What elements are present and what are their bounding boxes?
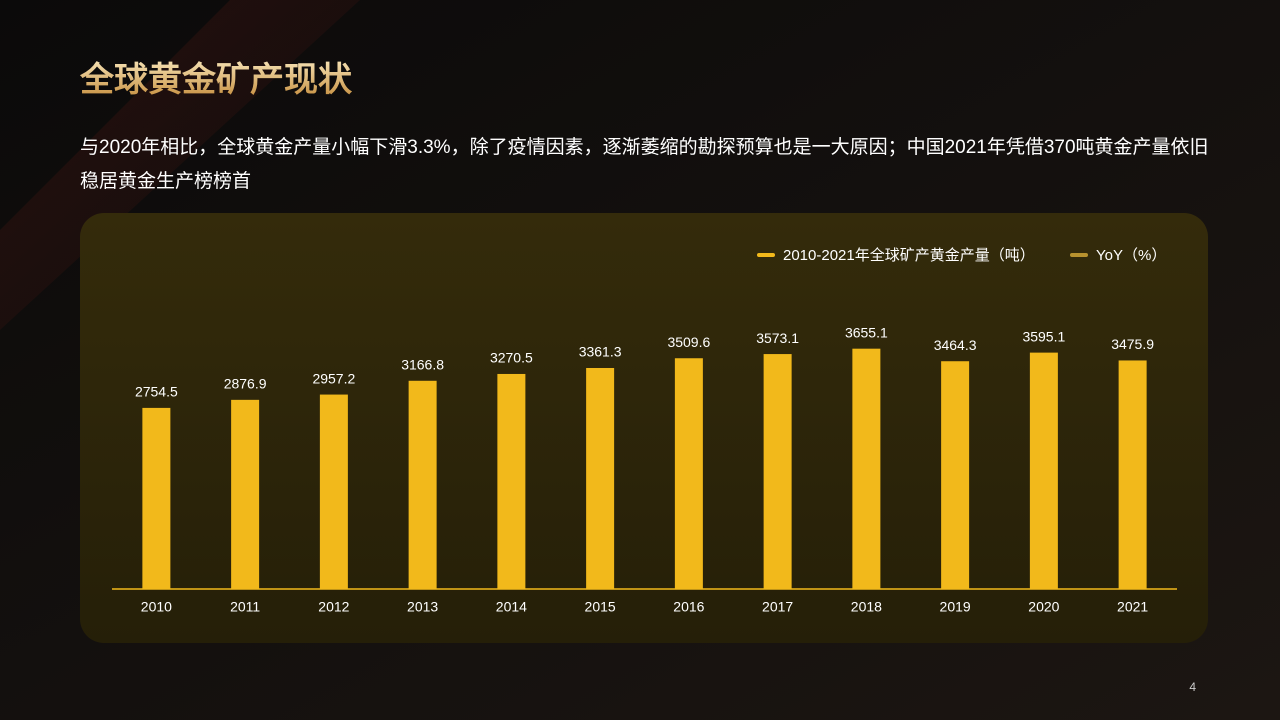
chart-panel xyxy=(80,213,1208,643)
x-tick-label: 2020 xyxy=(1028,599,1059,615)
data-label: 3573.1 xyxy=(756,330,799,346)
x-tick-label: 2011 xyxy=(230,599,260,615)
bar xyxy=(586,367,615,589)
legend-label: 2010-2021年全球矿产黄金产量（吨） xyxy=(783,246,1035,264)
bar xyxy=(1118,360,1147,589)
data-label: 2754.5 xyxy=(135,384,178,400)
data-label: 2876.9 xyxy=(224,376,267,392)
data-label: 3475.9 xyxy=(1111,336,1154,352)
title: 全球黄金矿产现状 xyxy=(79,60,353,99)
bar xyxy=(674,358,703,589)
page-number: 4 xyxy=(1189,680,1196,694)
legend-label: YoY（%） xyxy=(1096,247,1166,264)
bar xyxy=(231,399,260,589)
bar xyxy=(1029,352,1058,589)
x-tick-label: 2013 xyxy=(407,599,438,615)
bar xyxy=(941,361,970,589)
data-label: 3270.5 xyxy=(490,350,533,366)
legend-swatch xyxy=(757,253,775,257)
bar xyxy=(763,354,792,589)
x-tick-label: 2010 xyxy=(141,599,172,615)
subtitle: 与2020年相比，全球黄金产量小幅下滑3.3%，除了疫情因素，逐渐萎缩的勘探预算… xyxy=(80,136,1209,158)
data-label: 3595.1 xyxy=(1022,328,1065,344)
x-tick-label: 2017 xyxy=(762,599,793,615)
subtitle: 稳居黄金生产榜榜首 xyxy=(80,170,251,192)
data-label: 2957.2 xyxy=(312,370,355,386)
bar xyxy=(142,407,171,589)
bar xyxy=(497,373,526,589)
data-label: 3166.8 xyxy=(401,356,444,372)
x-tick-label: 2016 xyxy=(673,599,704,615)
x-tick-label: 2018 xyxy=(851,599,882,615)
x-tick-label: 2021 xyxy=(1117,599,1148,615)
bar xyxy=(852,348,881,589)
data-label: 3509.6 xyxy=(667,334,710,350)
data-label: 3361.3 xyxy=(579,344,622,360)
data-label: 3464.3 xyxy=(934,337,977,353)
data-label: 3655.1 xyxy=(845,324,888,340)
x-tick-label: 2019 xyxy=(940,599,971,615)
x-tick-label: 2015 xyxy=(585,599,616,615)
bar xyxy=(408,380,437,589)
legend-swatch xyxy=(1070,253,1088,257)
x-tick-label: 2012 xyxy=(318,599,349,615)
x-tick-label: 2014 xyxy=(496,599,527,615)
bar xyxy=(319,394,348,589)
